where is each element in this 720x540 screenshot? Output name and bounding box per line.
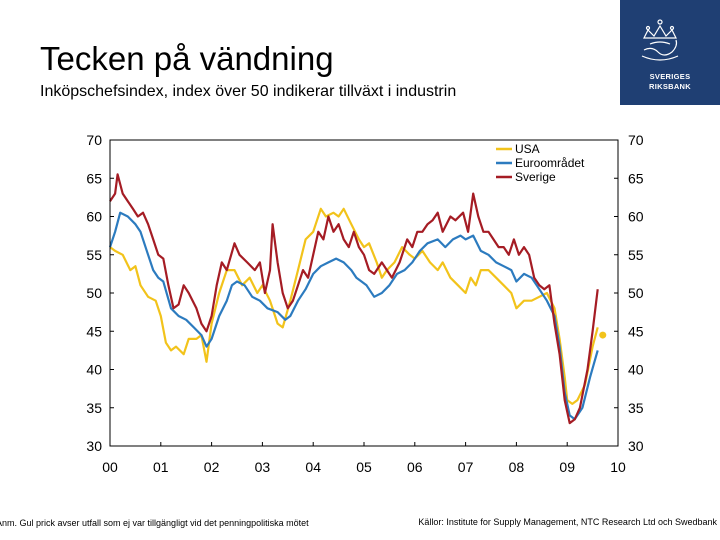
x-tick-label: 02 [204, 459, 220, 475]
y-tick-label-right: 55 [628, 247, 644, 263]
y-tick-label-right: 40 [628, 362, 644, 378]
legend-label-sverige: Sverige [515, 170, 556, 184]
y-tick-label-left: 45 [86, 323, 102, 339]
footnote-source: Källor: Institute for Supply Management,… [418, 517, 717, 527]
x-tick-label: 01 [153, 459, 169, 475]
x-tick-label: 06 [407, 459, 423, 475]
riksbank-logo: SVERIGES RIKSBANK [620, 0, 720, 105]
x-tick-label: 03 [255, 459, 271, 475]
footnote-bar: Anm. Gul prick avser utfall som ej var t… [0, 517, 720, 533]
page-title: Tecken på vändning [40, 40, 334, 77]
usa-unavailable-point-marker [599, 331, 607, 339]
y-tick-label-right: 65 [628, 170, 644, 186]
y-tick-label-left: 30 [86, 438, 102, 454]
x-tick-label: 10 [610, 459, 626, 475]
x-tick-label: 05 [356, 459, 372, 475]
footnote-note: Anm. Gul prick avser utfall som ej var t… [0, 518, 309, 528]
y-tick-label-left: 35 [86, 400, 102, 416]
logo-line-1: SVERIGES [649, 72, 691, 81]
y-tick-label-left: 60 [86, 209, 102, 225]
series-line-usa [109, 207, 599, 405]
y-tick-label-left: 40 [86, 362, 102, 378]
legend-label-usa: USA [515, 142, 540, 156]
y-tick-label-left: 70 [86, 132, 102, 148]
y-tick-label-right: 60 [628, 209, 644, 225]
series-line-euroomrdet [108, 211, 599, 421]
y-tick-label-right: 45 [628, 323, 644, 339]
y-tick-label-right: 35 [628, 400, 644, 416]
logo-line-2: RIKSBANK [649, 82, 691, 91]
x-tick-label: 00 [102, 459, 118, 475]
plot-frame [109, 139, 619, 447]
x-tick-label: 08 [509, 459, 525, 475]
crown-emblem-icon [641, 19, 679, 61]
y-tick-label-right: 30 [628, 438, 644, 454]
x-tick-label: 07 [458, 459, 474, 475]
x-tick-label: 04 [305, 459, 321, 475]
y-tick-label-right: 50 [628, 285, 644, 301]
y-tick-label-left: 50 [86, 285, 102, 301]
series-line-sverige [109, 173, 599, 425]
chart-area: 70 70 65 65 60 60 55 55 50 50 45 45 40 40 35 35 30 30 00 01… [0, 120, 720, 480]
y-tick-label-left: 65 [86, 170, 102, 186]
y-tick-label-right: 70 [628, 132, 644, 148]
y-tick-label-left: 55 [86, 247, 102, 263]
x-tick-label: 09 [559, 459, 575, 475]
legend-label-euroomrdet: Euroområdet [515, 156, 585, 170]
page-subtitle: Inköpschefsindex, index över 50 indikera… [40, 83, 457, 100]
